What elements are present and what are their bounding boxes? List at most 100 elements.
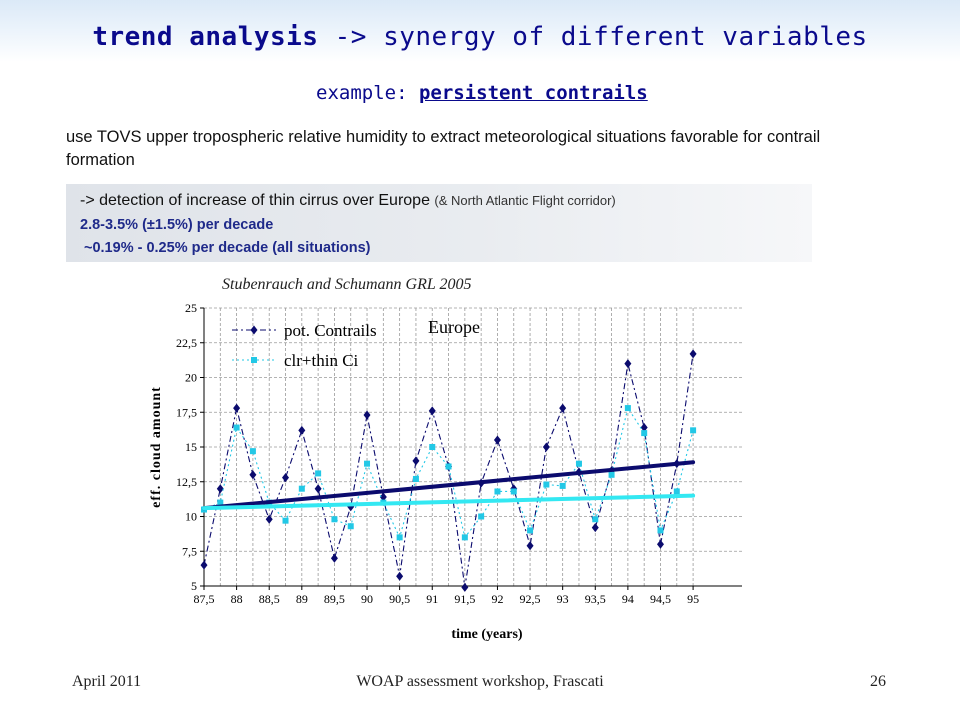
findings-line-3: ~0.19% - 0.25% per decade (all situation…	[84, 240, 371, 256]
data-point-clr-thin-ci	[478, 513, 485, 520]
y-tick-label: 15	[185, 440, 197, 454]
data-point-pot-contrails	[330, 553, 338, 563]
citation: Stubenrauch and Schumann GRL 2005	[222, 276, 472, 293]
y-tick-label: 12,5	[176, 475, 197, 489]
x-tick-label: 92	[491, 592, 503, 606]
findings-box: -> detection of increase of thin cirrus …	[66, 184, 812, 262]
title-rest: -> synergy of different variables	[334, 22, 868, 52]
data-point-clr-thin-ci	[673, 488, 680, 495]
subtitle-highlight: persistent contrails	[418, 82, 648, 104]
data-point-clr-thin-ci	[412, 475, 419, 482]
data-point-clr-thin-ci	[364, 460, 371, 467]
data-point-clr-thin-ci	[641, 430, 648, 437]
data-point-pot-contrails	[591, 523, 599, 533]
data-point-pot-contrails	[298, 425, 306, 435]
data-point-pot-contrails	[249, 470, 257, 480]
data-point-clr-thin-ci	[559, 482, 566, 489]
header-band	[0, 0, 960, 62]
data-point-clr-thin-ci	[690, 427, 697, 434]
title-bold: trend analysis	[92, 22, 319, 52]
data-point-clr-thin-ci	[543, 481, 550, 488]
x-axis-label: time (years)	[451, 627, 522, 642]
x-tick-label: 94,5	[650, 592, 671, 606]
data-point-pot-contrails	[428, 406, 436, 416]
footer-date: April 2011	[72, 673, 142, 690]
x-tick-label: 88	[231, 592, 243, 606]
x-tick-label: 88,5	[259, 592, 280, 606]
y-axis-label: eff. cloud amount	[149, 386, 164, 508]
data-point-pot-contrails	[559, 403, 567, 413]
findings-line-1-note: (& North Atlantic Flight corridor)	[434, 193, 616, 208]
trend-line-clr-thin-ci	[202, 493, 696, 511]
data-point-pot-contrails	[624, 359, 632, 369]
data-point-clr-thin-ci	[282, 517, 289, 524]
x-tick-label: 90	[361, 592, 373, 606]
data-point-pot-contrails	[379, 492, 387, 502]
legend-label-pot-contrails: pot. Contrails	[284, 321, 377, 340]
data-point-clr-thin-ci	[429, 444, 436, 450]
data-point-pot-contrails	[493, 435, 501, 445]
data-point-clr-thin-ci	[298, 485, 305, 492]
data-point-pot-contrails	[396, 571, 404, 581]
y-tick-label: 7,5	[182, 544, 197, 558]
data-point-pot-contrails	[216, 484, 224, 494]
legend-marker-pot-contrails	[250, 325, 258, 335]
data-point-clr-thin-ci	[494, 488, 501, 495]
data-point-clr-thin-ci	[396, 534, 403, 541]
x-tick-label: 92,5	[520, 592, 541, 606]
data-point-clr-thin-ci	[233, 424, 240, 431]
x-tick-label: 94	[622, 592, 634, 606]
data-point-clr-thin-ci	[249, 448, 256, 455]
data-point-clr-thin-ci	[657, 527, 664, 534]
x-tick-label: 95	[687, 592, 699, 606]
data-point-pot-contrails	[282, 473, 290, 483]
data-point-pot-contrails	[526, 541, 534, 551]
plot-area	[204, 308, 742, 586]
page-subtitle: example: persistent contrails	[316, 82, 648, 104]
data-point-clr-thin-ci	[347, 523, 354, 530]
trend-line-pot-contrails	[202, 460, 696, 511]
chart-title: Europe	[428, 317, 480, 337]
x-tick-label: 91,5	[454, 592, 475, 606]
data-point-pot-contrails	[461, 582, 469, 592]
footer-event: WOAP assessment workshop, Frascati	[356, 673, 604, 690]
data-point-pot-contrails	[689, 349, 697, 359]
data-point-clr-thin-ci	[575, 460, 582, 467]
x-tick-label: 91	[426, 592, 438, 606]
data-point-pot-contrails	[314, 484, 322, 494]
data-point-clr-thin-ci	[461, 534, 468, 541]
data-point-clr-thin-ci	[592, 516, 599, 523]
data-point-clr-thin-ci	[510, 488, 517, 495]
y-tick-label: 22,5	[176, 336, 197, 350]
legend-label-clr-thin-ci: clr+thin Ci	[284, 351, 359, 370]
data-point-clr-thin-ci	[608, 471, 615, 478]
intro-text: use TOVS upper tropospheric relative hum…	[66, 128, 821, 169]
legend-marker-clr-thin-ci	[251, 357, 257, 363]
trend-chart: 5 7,5 10 12,5 15 17,5 20 22,5 25 87,5 88 88,5 89 89,5…	[149, 301, 742, 642]
data-point-pot-contrails	[265, 514, 273, 524]
x-tick-label: 89,5	[324, 592, 345, 606]
subtitle-prefix: example:	[316, 82, 419, 104]
data-point-clr-thin-ci	[331, 516, 338, 523]
x-tick-label: 89	[296, 592, 308, 606]
data-point-pot-contrails	[656, 539, 664, 549]
x-tick-label: 90,5	[389, 592, 410, 606]
data-point-clr-thin-ci	[217, 499, 224, 506]
data-point-pot-contrails	[412, 456, 420, 466]
x-tick-label: 93	[557, 592, 569, 606]
x-tick-label: 87,5	[194, 592, 215, 606]
footer-page-number: 26	[870, 673, 886, 690]
findings-line-1: -> detection of increase of thin cirrus …	[80, 192, 616, 210]
data-point-clr-thin-ci	[315, 470, 322, 477]
data-point-clr-thin-ci	[527, 527, 534, 534]
findings-line-1-text: -> detection of increase of thin cirrus …	[80, 192, 430, 209]
data-point-clr-thin-ci	[624, 405, 631, 412]
y-tick-label: 5	[191, 579, 197, 593]
data-point-pot-contrails	[363, 410, 371, 420]
data-point-clr-thin-ci	[445, 463, 452, 470]
y-tick-label: 20	[185, 371, 197, 385]
x-tick-label: 93,5	[585, 592, 606, 606]
y-tick-label: 25	[185, 301, 197, 315]
y-tick-label: 10	[185, 510, 197, 524]
data-point-pot-contrails	[233, 403, 241, 413]
